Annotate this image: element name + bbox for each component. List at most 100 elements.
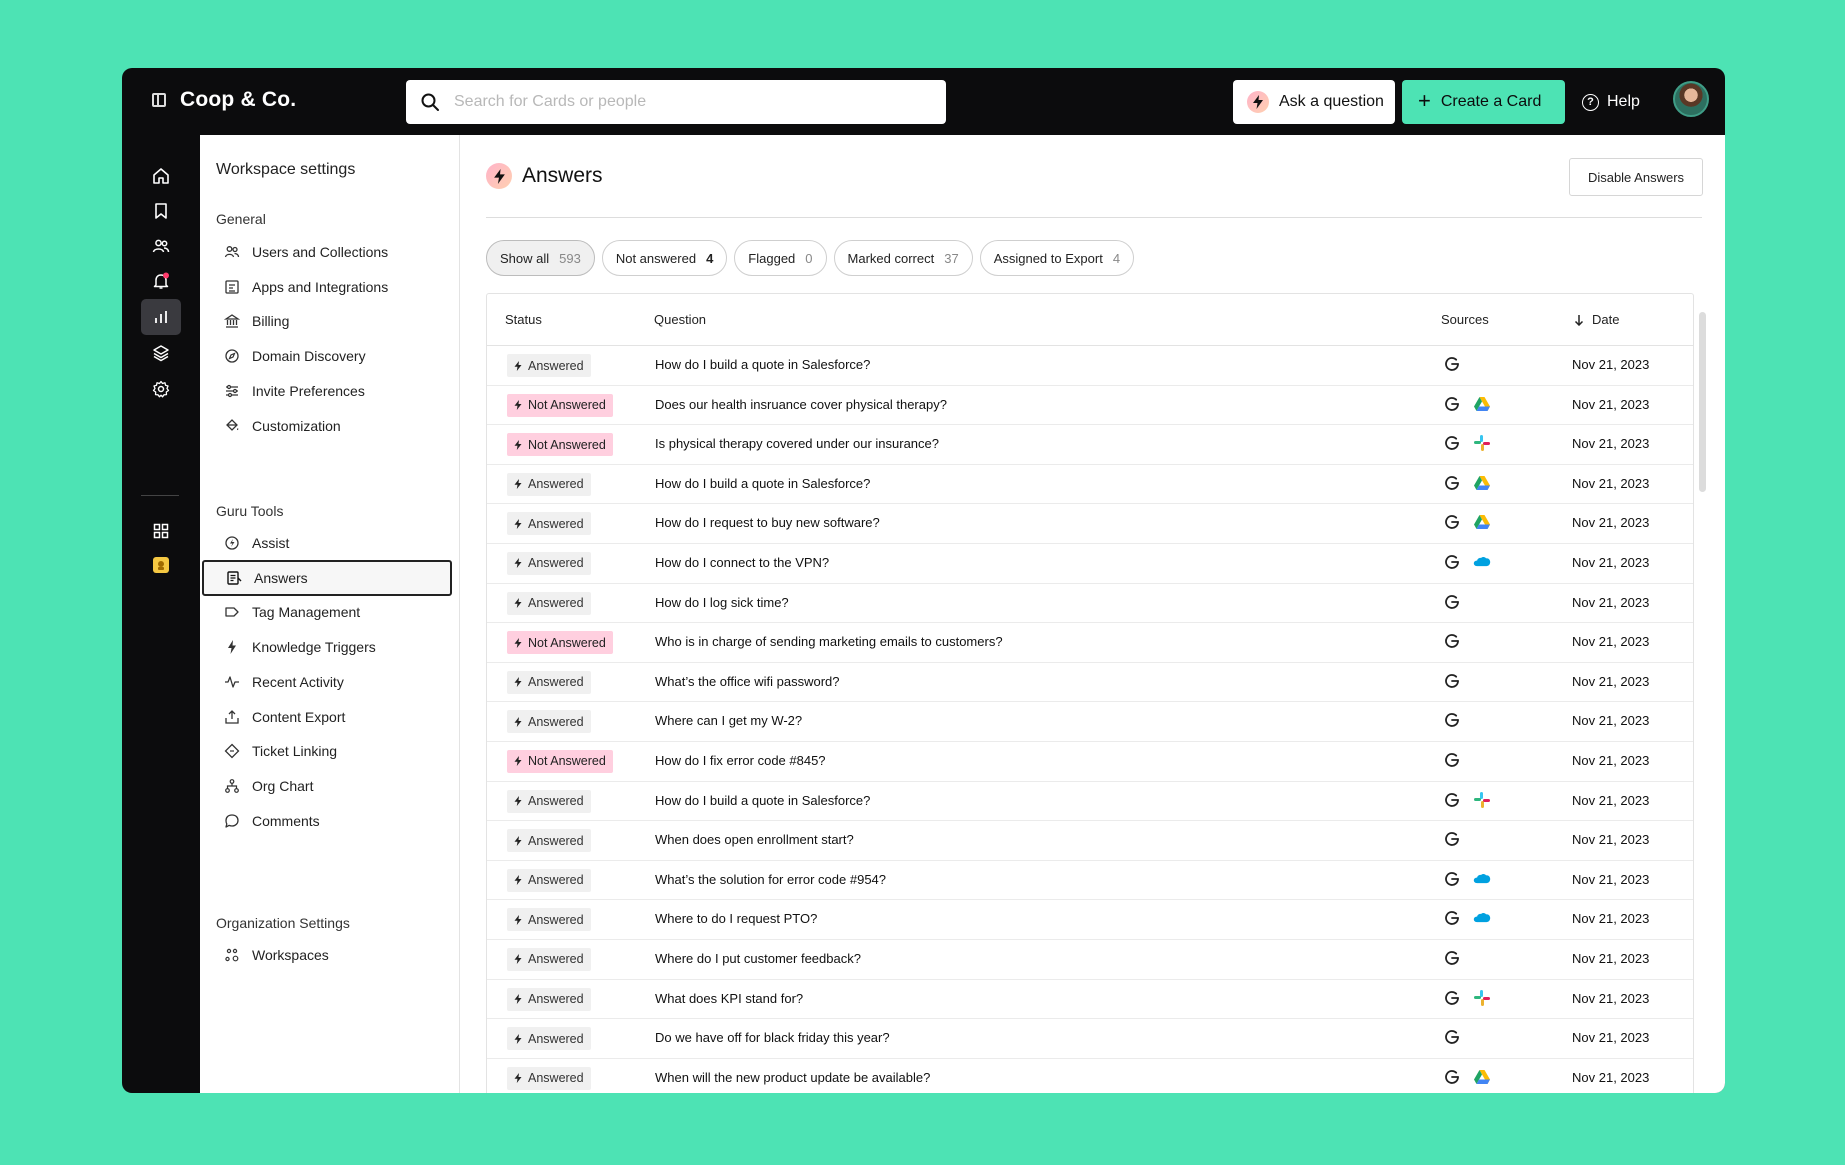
settings-item-apps-and-integrations[interactable]: Apps and Integrations — [202, 269, 452, 305]
status-label: Answered — [528, 833, 584, 848]
filter-assigned-to-export[interactable]: Assigned to Export 4 — [979, 240, 1135, 276]
sources-cell — [1443, 711, 1461, 729]
guru-icon — [1443, 989, 1461, 1007]
settings-item-comments[interactable]: Comments — [202, 803, 452, 839]
question-text[interactable]: When does open enrollment start? — [655, 832, 854, 848]
question-text[interactable]: Where can I get my W-2? — [655, 713, 803, 729]
table-row[interactable]: Not Answered Does our health insruance co… — [487, 386, 1693, 426]
settings-item-org-chart[interactable]: Org Chart — [202, 768, 452, 804]
status-label: Answered — [528, 952, 584, 967]
settings-item-content-export[interactable]: Content Export — [202, 699, 452, 735]
table-row[interactable]: Not Answered Who is in charge of sending … — [487, 623, 1693, 663]
question-text[interactable]: How do I fix error code #845? — [655, 752, 826, 768]
rail-analytics[interactable] — [141, 299, 181, 335]
settings-item-label: Billing — [252, 313, 290, 330]
help-button[interactable]: ? Help — [1582, 80, 1640, 124]
create-card-button[interactable]: + Create a Card — [1402, 80, 1565, 124]
brand[interactable]: Coop & Co. — [152, 88, 296, 112]
col-status[interactable]: Status — [505, 312, 542, 327]
sidebar-toggle-icon[interactable] — [152, 93, 166, 107]
question-text[interactable]: What does KPI stand for? — [655, 990, 804, 1006]
settings-item-workspaces[interactable]: Workspaces — [202, 937, 452, 973]
search-input[interactable] — [454, 93, 914, 111]
filter-not-answered[interactable]: Not answered 4 — [601, 240, 728, 276]
question-text[interactable]: How do I build a quote in Salesforce? — [655, 792, 871, 808]
question-text[interactable]: How do I log sick time? — [655, 594, 789, 610]
table-row[interactable]: Answered What’s the office wifi password?… — [487, 663, 1693, 703]
guru-icon — [1443, 513, 1461, 531]
table-row[interactable]: Answered What does KPI stand for? Nov 21, … — [487, 980, 1693, 1020]
table-row[interactable]: Answered How do I build a quote in Salesf… — [487, 782, 1693, 822]
org-chart-icon — [224, 778, 240, 794]
rail-home[interactable] — [141, 158, 181, 194]
col-question[interactable]: Question — [654, 312, 707, 327]
col-date[interactable]: Date — [1574, 312, 1619, 327]
settings-item-invite-preferences[interactable]: Invite Preferences — [202, 373, 452, 409]
table-row[interactable]: Answered How do I connect to the VPN? Nov … — [487, 544, 1693, 584]
status-label: Answered — [528, 912, 584, 927]
question-text[interactable]: When will the new product update be avai… — [655, 1069, 931, 1085]
table-row[interactable]: Answered Do we have off for black friday … — [487, 1019, 1693, 1059]
settings-item-knowledge-triggers[interactable]: Knowledge Triggers — [202, 629, 452, 665]
user-avatar[interactable] — [1673, 81, 1709, 117]
table-row[interactable]: Answered How do I build a quote in Salesf… — [487, 465, 1693, 505]
rail-people[interactable] — [141, 228, 181, 264]
rail-apps[interactable] — [141, 513, 181, 549]
question-text[interactable]: How do I build a quote in Salesforce? — [655, 475, 871, 491]
question-text[interactable]: How do I build a quote in Salesforce? — [655, 357, 871, 372]
table-scrollbar[interactable] — [1699, 312, 1706, 492]
filter-flagged[interactable]: Flagged 0 — [734, 240, 827, 276]
settings-item-answers[interactable]: Answers — [202, 559, 452, 596]
status-badge: Answered — [507, 987, 591, 1011]
table-row[interactable]: Answered Where do I put customer feedback… — [487, 940, 1693, 980]
settings-item-assist[interactable]: Assist — [202, 525, 452, 561]
disable-answers-button[interactable]: Disable Answers — [1569, 158, 1703, 196]
settings-item-tag-management[interactable]: Tag Management — [202, 594, 452, 630]
table-row[interactable]: Answered What’s the solution for error co… — [487, 861, 1693, 901]
settings-item-ticket-linking[interactable]: Ticket Linking — [202, 733, 452, 769]
ask-question-button[interactable]: Ask a question — [1233, 80, 1395, 124]
guru-icon — [1443, 1028, 1461, 1046]
question-text[interactable]: How do I connect to the VPN? — [655, 554, 830, 570]
rail-workspace[interactable] — [141, 547, 181, 583]
guru-icon — [1443, 791, 1461, 809]
table-row[interactable]: Answered When will the new product update… — [487, 1059, 1693, 1093]
col-sources[interactable]: Sources — [1441, 312, 1489, 327]
filter-show-all[interactable]: Show all 593 — [486, 240, 595, 276]
question-text[interactable]: Does our health insruance cover physical… — [655, 396, 947, 412]
guru-icon — [1443, 553, 1461, 571]
settings-item-domain-discovery[interactable]: Domain Discovery — [202, 338, 452, 374]
question-text[interactable]: Where to do I request PTO? — [655, 911, 818, 927]
question-text[interactable]: What’s the office wifi password? — [655, 673, 840, 689]
settings-item-recent-activity[interactable]: Recent Activity — [202, 664, 452, 700]
table-row[interactable]: Answered How do I build a quote in Salesf… — [487, 346, 1693, 386]
bolt-icon — [514, 954, 522, 965]
filter-marked-correct[interactable]: Marked correct 37 — [833, 240, 973, 276]
table-row[interactable]: Answered When does open enrollment start?… — [487, 821, 1693, 861]
table-row[interactable]: Answered How do I log sick time? Nov 21, 2… — [487, 584, 1693, 624]
rail-notifications[interactable] — [141, 263, 181, 299]
rail-bookmarks[interactable] — [141, 193, 181, 229]
question-text[interactable]: What’s the solution for error code #954? — [655, 871, 887, 887]
export-icon — [224, 709, 240, 725]
bell-icon — [153, 272, 169, 289]
settings-item-billing[interactable]: Billing — [202, 303, 452, 339]
question-text[interactable]: Where do I put customer feedback? — [655, 950, 861, 966]
table-row[interactable]: Not Answered How do I fix error code #845… — [487, 742, 1693, 782]
status-badge: Not Answered — [507, 393, 613, 417]
settings-item-customization[interactable]: Customization — [202, 408, 452, 444]
table-row[interactable]: Answered Where can I get my W-2? Nov 21, 2… — [487, 702, 1693, 742]
question-text[interactable]: Is physical therapy covered under our in… — [655, 436, 939, 452]
table-row[interactable]: Answered Where to do I request PTO? Nov 21… — [487, 900, 1693, 940]
bolt-icon — [514, 914, 522, 925]
table-row[interactable]: Not Answered Is physical therapy covered … — [487, 425, 1693, 465]
rail-settings[interactable] — [141, 371, 181, 407]
rail-collections[interactable] — [141, 335, 181, 371]
settings-item-users-and-collections[interactable]: Users and Collections — [202, 234, 452, 270]
question-text[interactable]: Do we have off for black friday this yea… — [655, 1030, 890, 1046]
bank-icon — [224, 313, 240, 329]
question-text[interactable]: How do I request to buy new software? — [655, 515, 880, 531]
question-text[interactable]: Who is in charge of sending marketing em… — [655, 634, 1003, 650]
search-bar[interactable] — [406, 80, 946, 124]
table-row[interactable]: Answered How do I request to buy new soft… — [487, 504, 1693, 544]
